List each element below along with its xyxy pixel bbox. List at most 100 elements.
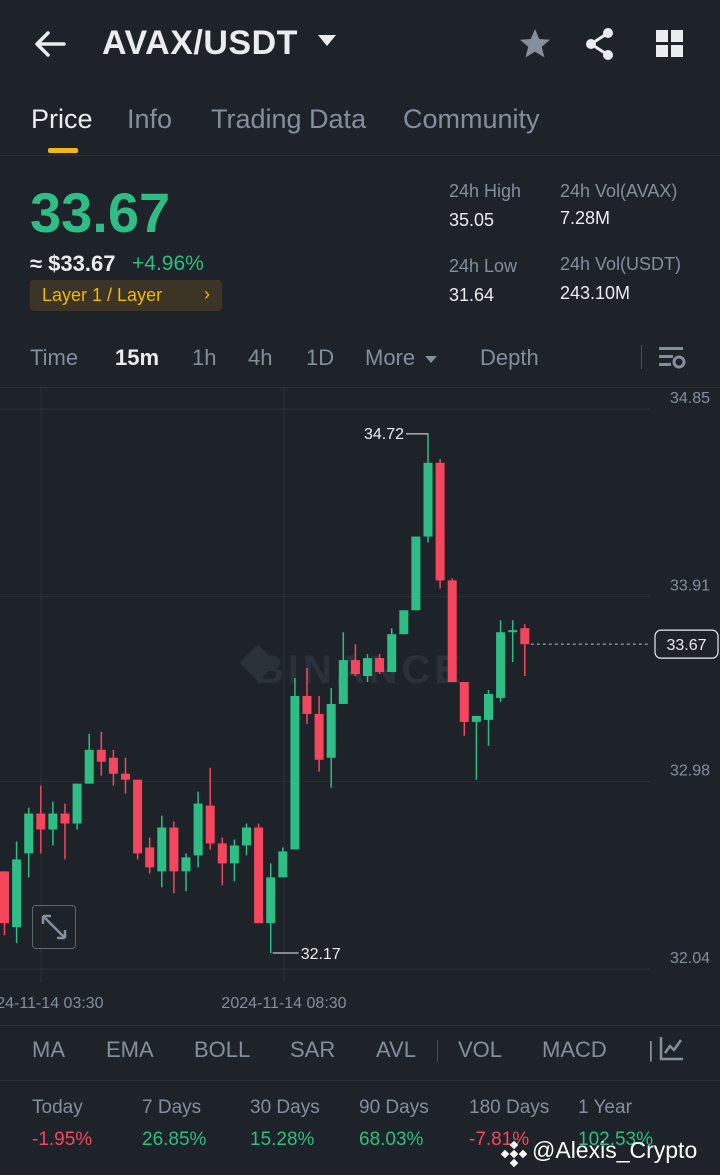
high-label: 24h High [449, 181, 522, 201]
y-tick-label: 34.85 [670, 390, 710, 407]
interval-1h[interactable]: 1h [192, 345, 217, 370]
back-arrow-icon [35, 31, 66, 57]
candlestick-chart[interactable]: 34.85 33.91 32.98 32.04 2024-11-14 03:30 2024… [0, 388, 720, 1020]
x-tick-label: 2024-11-14 03:30 [0, 995, 104, 1012]
perf-label-7d: 7 Days [142, 1097, 202, 1118]
candle-body [133, 779, 143, 854]
candle-body [375, 658, 385, 673]
candle-body [181, 857, 191, 872]
last-price: 33.67 [30, 181, 171, 244]
perf-label-1y: 1 Year [578, 1097, 632, 1118]
candle-body [278, 851, 288, 878]
candle-body [36, 813, 46, 830]
tab-price[interactable]: Price [31, 104, 93, 134]
candle-body [24, 813, 34, 854]
star-icon [520, 29, 550, 58]
interval-15m[interactable]: 15m [115, 345, 160, 370]
vol-quote-value: 243.10M [560, 283, 631, 303]
favorite-button[interactable] [515, 24, 555, 64]
chevron-right-icon: › [204, 284, 210, 304]
usd-price: ≈ $33.67 [30, 251, 116, 276]
candle-body [484, 693, 493, 720]
pair-selector[interactable]: AVAX/USDT [102, 24, 298, 62]
y-tick-label: 32.04 [670, 950, 710, 967]
divider [0, 155, 720, 156]
candle-body [338, 660, 348, 704]
last-price-label: 33.67 [666, 637, 706, 654]
x-tick-label: 2024-11-14 08:30 [221, 995, 346, 1012]
candle-body [84, 749, 94, 784]
indicator-more[interactable]: | [648, 1037, 654, 1062]
candle-body [157, 827, 167, 872]
candle-body [411, 536, 421, 611]
low-value: 31.64 [449, 285, 495, 305]
candle-body [363, 658, 372, 677]
candle-body [496, 632, 506, 698]
indicator-ma[interactable]: MA [32, 1037, 65, 1062]
candle-body [48, 813, 58, 830]
candle-body [60, 813, 70, 824]
candle-body [314, 713, 324, 760]
indicator-avl[interactable]: AVL [376, 1037, 416, 1062]
interval-more-label: More [365, 345, 416, 370]
perf-label-90d: 90 Days [359, 1097, 429, 1118]
candle-body [290, 695, 300, 850]
candle-body [326, 703, 336, 758]
vol-base-label: 24h Vol(AVAX) [560, 181, 678, 201]
candle-body [508, 630, 518, 633]
candle-body [387, 634, 397, 673]
indicator-sar[interactable]: SAR [290, 1037, 336, 1062]
active-tab-indicator [48, 148, 78, 153]
indicator-macd[interactable]: MACD [542, 1037, 607, 1062]
interval-4h[interactable]: 4h [248, 345, 273, 370]
tab-info[interactable]: Info [127, 104, 173, 134]
divider [0, 1080, 720, 1081]
candle-body [350, 660, 360, 675]
candle-body [193, 803, 203, 856]
candle-body [108, 757, 118, 774]
caret-down-icon[interactable] [318, 35, 336, 46]
binance-logo-icon [500, 1140, 528, 1168]
share-icon [586, 28, 613, 60]
candle-body [0, 871, 9, 924]
candle-body [121, 773, 130, 780]
divider [0, 1025, 720, 1026]
tab-community[interactable]: Community [403, 104, 540, 134]
back-button[interactable] [28, 22, 72, 66]
indicator-ema[interactable]: EMA [106, 1037, 154, 1062]
category-tag[interactable]: Layer 1 / Layer › [30, 280, 222, 311]
perf-label-today: Today [32, 1097, 83, 1118]
interval-depth[interactable]: Depth [480, 345, 539, 370]
perf-value-today: -1.95% [32, 1129, 93, 1150]
fullscreen-button[interactable] [32, 905, 76, 949]
candle-body [169, 827, 179, 872]
binance-watermark-logo [239, 644, 277, 682]
tab-trading-data[interactable]: Trading Data [211, 104, 367, 134]
vol-base-value: 7.28M [560, 208, 611, 228]
caret-down-icon [425, 355, 438, 363]
interval-1d[interactable]: 1D [306, 345, 335, 370]
high-value: 35.05 [449, 210, 495, 230]
candle-body [423, 462, 433, 537]
divider [0, 387, 720, 388]
candle-body [242, 827, 251, 846]
grid-menu-button[interactable] [650, 24, 690, 64]
perf-label-180d: 180 Days [469, 1097, 550, 1118]
candle-body [205, 805, 215, 844]
candle-body [399, 610, 409, 635]
indicator-boll[interactable]: BOLL [194, 1037, 251, 1062]
binance-watermark: BINANCE [255, 648, 465, 692]
share-button[interactable] [580, 24, 620, 64]
interval-time[interactable]: Time [30, 345, 79, 370]
candle-body [72, 783, 82, 824]
perf-label-30d: 30 Days [250, 1097, 320, 1118]
indicator-settings-button[interactable] [658, 1034, 686, 1062]
high-marker-label: 34.72 [364, 426, 404, 443]
interval-more[interactable]: More [365, 345, 438, 371]
candle-body [12, 859, 22, 928]
candle-body [217, 843, 227, 864]
chart-settings-button[interactable] [656, 342, 688, 374]
indicator-vol[interactable]: VOL [458, 1037, 503, 1062]
candle-body [302, 695, 312, 714]
candle-body [96, 749, 106, 762]
